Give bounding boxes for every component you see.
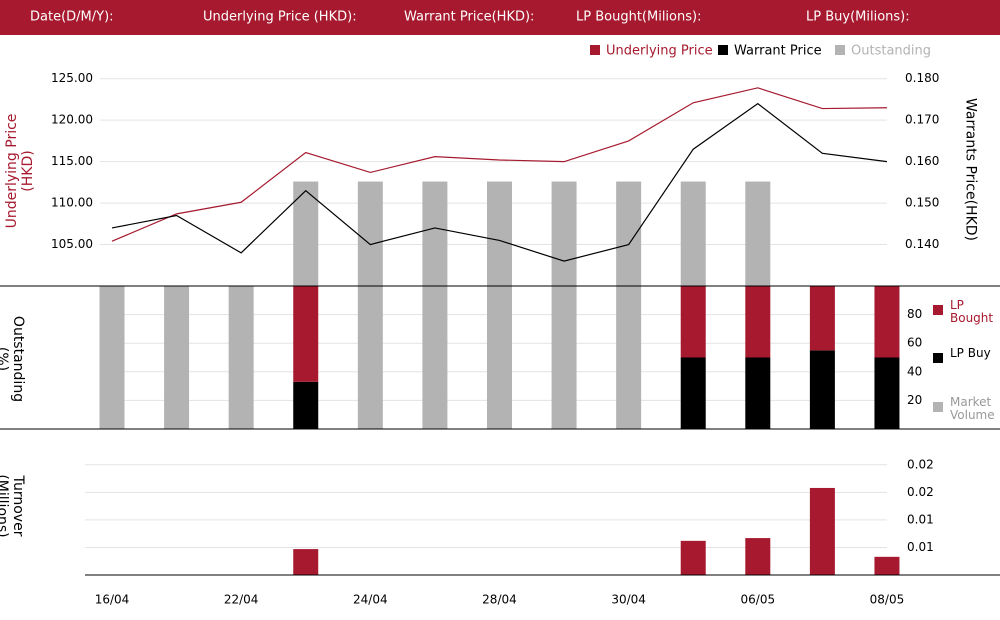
legend-label: Underlying Price (606, 44, 713, 59)
stacked-bar (551, 286, 577, 429)
stacked-bar (228, 286, 254, 429)
stacked-bar (809, 286, 835, 351)
stacked-bar (745, 286, 771, 358)
tick-label: 80 (907, 307, 922, 321)
tick-label: 0.02 (907, 457, 934, 471)
stacked-bar (357, 286, 383, 429)
header-label: LP Bought(Milions): (576, 10, 701, 25)
stacked-bar (680, 286, 706, 358)
tick-label: 120.00 (51, 113, 93, 127)
x-tick-label: 16/04 (95, 593, 130, 607)
legend-swatch (835, 45, 845, 55)
tick-label: 110.00 (51, 196, 93, 210)
stacked-bar (164, 286, 190, 429)
outstanding-bar (616, 181, 642, 286)
legend-swatch (718, 45, 728, 55)
series-line (111, 102, 888, 262)
outstanding-bar (551, 181, 577, 286)
header-label: LP Buy(Milions): (806, 10, 910, 25)
tick-label: 0.140 (905, 237, 939, 251)
tick-label: 115.00 (51, 154, 93, 168)
x-tick-label: 08/05 (870, 593, 905, 607)
stacked-bar (809, 350, 835, 429)
stacked-bar (422, 286, 448, 429)
outstanding-bar (745, 181, 771, 286)
legend-swatch (933, 353, 943, 363)
stacked-bar (745, 357, 771, 429)
turnover-bar (293, 549, 319, 575)
x-tick-label: 30/04 (611, 593, 646, 607)
x-tick-label: 24/04 (353, 593, 388, 607)
header-bar (0, 0, 1000, 35)
header-label: Underlying Price (HKD): (203, 10, 357, 25)
y-axis-label: Underlying Price (HKD) (4, 113, 36, 229)
x-tick-label: 28/04 (482, 593, 517, 607)
turnover-bar (680, 540, 706, 575)
x-tick-label: 22/04 (224, 593, 259, 607)
legend-label: Outstanding (851, 44, 931, 59)
stacked-bar (486, 286, 512, 429)
tick-label: 0.01 (907, 512, 934, 526)
tick-label: 0.150 (905, 196, 939, 210)
x-tick-label: 06/05 (741, 593, 776, 607)
legend-label: LP Buy (950, 346, 991, 360)
turnover-bar (809, 487, 835, 575)
legend-label: Market Volume (950, 395, 995, 422)
stacked-bar (874, 357, 900, 429)
tick-label: 0.180 (905, 71, 939, 85)
legend-label: LP Bought (950, 298, 994, 325)
tick-label: 105.00 (51, 237, 93, 251)
legend-swatch (590, 45, 600, 55)
header-label: Warrant Price(HKD): (404, 10, 534, 25)
tick-label: 0.01 (907, 540, 934, 554)
tick-label: 0.02 (907, 485, 934, 499)
stacked-bar (99, 286, 125, 429)
tick-label: 0.160 (905, 154, 939, 168)
tick-label: 0.170 (905, 113, 939, 127)
outstanding-bar (422, 181, 448, 286)
turnover-bar (874, 556, 900, 575)
outstanding-bar (680, 181, 706, 286)
tick-label: 20 (907, 393, 922, 407)
legend-swatch (933, 305, 943, 315)
outstanding-bar (357, 181, 383, 286)
tick-label: 60 (907, 336, 922, 350)
stacked-bar (616, 286, 642, 429)
legend-swatch (933, 402, 943, 412)
turnover-bar (745, 538, 771, 575)
stacked-bar (680, 357, 706, 429)
stacked-bar (293, 286, 319, 382)
stacked-bar (293, 381, 319, 429)
series-line (111, 87, 887, 242)
tick-label: 125.00 (51, 71, 93, 85)
stacked-bar (874, 286, 900, 358)
header-label: Date(D/M/Y): (30, 10, 114, 25)
outstanding-bar (486, 181, 512, 286)
y-axis-label: Outstanding (%) (0, 315, 26, 403)
y-axis-label: Turnover (Millions) (0, 474, 26, 538)
y2-axis-label: Warrants Price(HKD) (962, 97, 979, 242)
legend-label: Warrant Price (734, 44, 822, 59)
tick-label: 40 (907, 364, 922, 378)
